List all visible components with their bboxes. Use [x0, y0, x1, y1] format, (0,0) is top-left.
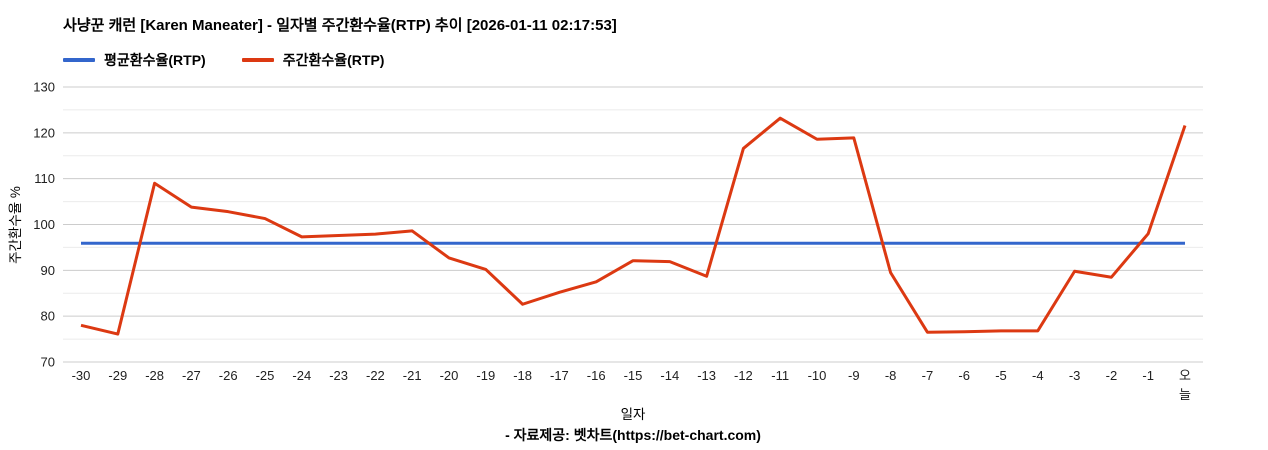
svg-text:-26: -26	[219, 368, 238, 383]
svg-text:-5: -5	[995, 368, 1007, 383]
svg-text:-8: -8	[885, 368, 897, 383]
legend-label-weekly-rtp: 주간환수율(RTP)	[282, 52, 385, 68]
svg-text:-23: -23	[329, 368, 348, 383]
svg-text:-22: -22	[366, 368, 385, 383]
svg-text:80: 80	[41, 309, 55, 324]
svg-text:-13: -13	[697, 368, 716, 383]
svg-text:-16: -16	[587, 368, 606, 383]
legend-label-average-rtp: 평균환수율(RTP)	[104, 52, 206, 68]
legend-item-weekly-rtp: 주간환수율(RTP)	[241, 50, 385, 70]
svg-text:-15: -15	[624, 368, 643, 383]
svg-text:-6: -6	[958, 368, 970, 383]
svg-text:70: 70	[41, 355, 55, 370]
svg-text:-21: -21	[403, 368, 422, 383]
x-axis-title: 일자	[620, 407, 646, 422]
svg-text:-11: -11	[771, 368, 789, 383]
svg-text:-18: -18	[513, 368, 532, 383]
chart-title: 사냥꾼 캐런 [Karen Maneater] - 일자별 주간환수율(RTP)…	[63, 17, 617, 34]
svg-text:90: 90	[41, 263, 55, 278]
svg-text:-28: -28	[145, 368, 164, 383]
svg-text:-29: -29	[108, 368, 127, 383]
svg-text:-27: -27	[182, 368, 201, 383]
svg-text:-12: -12	[734, 368, 753, 383]
y-axis-title: 주간환수율 %	[8, 186, 23, 264]
svg-text:-24: -24	[292, 368, 311, 383]
svg-text:-3: -3	[1069, 368, 1081, 383]
svg-text:120: 120	[33, 125, 55, 140]
svg-text:110: 110	[34, 171, 55, 186]
chart-legend: 평균환수율(RTP) 주간환수율(RTP)	[63, 50, 384, 70]
svg-text:100: 100	[33, 217, 55, 232]
legend-item-average-rtp: 평균환수율(RTP)	[63, 50, 206, 70]
svg-text:-1: -1	[1142, 368, 1154, 383]
svg-text:-30: -30	[72, 368, 91, 383]
svg-text:-4: -4	[1032, 368, 1044, 383]
svg-text:-17: -17	[550, 368, 569, 383]
svg-text:130: 130	[33, 80, 55, 95]
svg-text:-19: -19	[476, 368, 495, 383]
svg-text:-9: -9	[848, 368, 860, 383]
svg-text:오늘: 오늘	[1179, 368, 1191, 402]
weekly-rtp-line-swatch	[241, 58, 274, 62]
svg-text:-20: -20	[440, 368, 459, 383]
svg-text:-14: -14	[660, 368, 679, 383]
source-footer: - 자료제공: 벳차트(https://bet-chart.com)	[505, 427, 761, 443]
svg-text:-10: -10	[808, 368, 827, 383]
svg-text:-7: -7	[922, 368, 934, 383]
average-rtp-line-swatch	[63, 58, 95, 62]
svg-text:-2: -2	[1106, 368, 1118, 383]
rtp-line-chart: 70 80 90 100 110 120 130 -30 -29 -28 -27 -26 -25 -24 -…	[33, 80, 1203, 402]
svg-text:-25: -25	[256, 368, 275, 383]
